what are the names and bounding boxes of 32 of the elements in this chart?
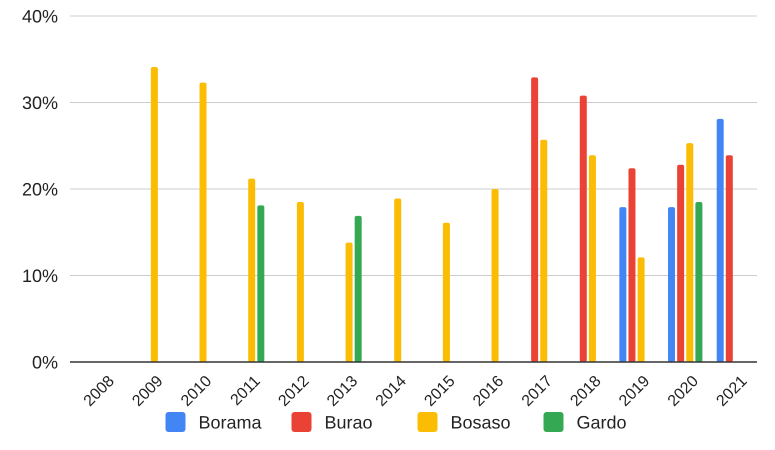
bar bbox=[492, 189, 499, 362]
bar bbox=[257, 205, 264, 362]
bar bbox=[200, 82, 207, 362]
bar bbox=[442, 222, 450, 362]
bar bbox=[619, 207, 626, 362]
y-tick-label: 10% bbox=[22, 266, 58, 286]
bar bbox=[668, 207, 676, 362]
bar bbox=[394, 198, 402, 362]
legend-label: Burao bbox=[324, 412, 373, 432]
bar bbox=[540, 140, 548, 362]
bar bbox=[588, 155, 596, 362]
legend-label: Gardo bbox=[576, 412, 627, 432]
bar bbox=[248, 178, 256, 362]
legend-label: Bosaso bbox=[450, 412, 511, 432]
bar bbox=[354, 216, 362, 362]
y-tick-label: 40% bbox=[22, 6, 58, 26]
bar bbox=[296, 202, 304, 362]
bar bbox=[716, 118, 724, 362]
bar bbox=[638, 257, 645, 362]
bar bbox=[677, 164, 684, 362]
legend-label: Borama bbox=[198, 412, 263, 432]
bar bbox=[726, 155, 733, 362]
bar bbox=[150, 67, 158, 362]
bar bbox=[695, 202, 702, 362]
y-tick-label: 0% bbox=[32, 352, 58, 372]
bar bbox=[346, 242, 353, 362]
bar bbox=[686, 143, 694, 362]
bar bbox=[628, 168, 636, 362]
y-tick-label: 30% bbox=[22, 92, 58, 113]
bar bbox=[580, 96, 587, 362]
y-tick-label: 20% bbox=[22, 179, 58, 200]
bar bbox=[531, 77, 538, 362]
